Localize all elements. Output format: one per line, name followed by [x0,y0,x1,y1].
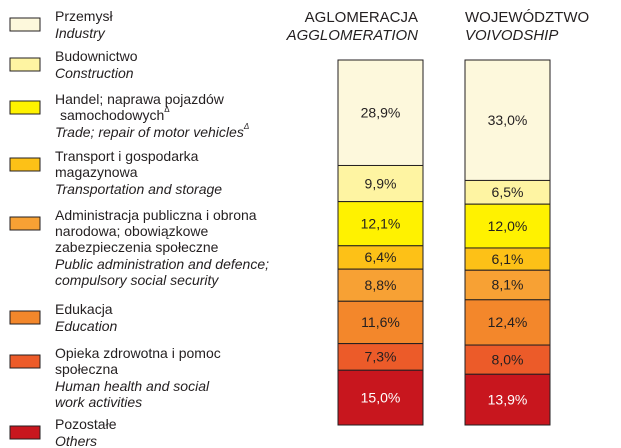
value-label: 9,9% [365,175,397,191]
value-label: 12,0% [488,218,528,234]
legend-label-en-text: Trade; repair of motor vehicles [55,124,244,140]
legend-label-en-text: Transportation and storage [55,181,222,197]
legend-label-en: Transportation and storage [55,181,222,197]
legend-label: Pozostałe [55,416,117,432]
legend-label-text: samochodowych [60,107,164,123]
value-label: 33,0% [488,112,528,128]
legend-label-text: Administracja publiczna i obrona [55,207,257,223]
legend-swatch [9,425,41,440]
legend-label-text: Opieka zdrowotna i pomoc [55,345,221,361]
legend-swatch [9,157,41,172]
column-header-en: AGGLOMERATION [286,27,419,44]
bar-segment [464,373,551,426]
legend-label: Transport i gospodarka [55,148,199,164]
legend-label-text: magazynowa [55,164,138,180]
legend-label-en: Public administration and defence; [55,256,269,272]
legend-note-mark: Δ [243,122,249,131]
legend-label: magazynowa [55,164,138,180]
legend-label-en-text: Public administration and defence; [55,256,269,272]
legend-swatch [9,17,41,32]
legend-swatch [9,216,41,231]
legend-label-en: compulsory social security [55,272,219,288]
value-label: 12,1% [361,215,401,231]
legend-label: społeczna [55,361,118,377]
bar-segment [337,59,424,166]
legend-label: Budownictwo [55,48,138,64]
value-label: 8,0% [492,351,524,367]
legend-label-en-text: compulsory social security [55,272,219,288]
legend-label-en: Others [55,433,97,448]
value-label: 8,1% [492,277,524,293]
value-label: 6,1% [492,251,524,267]
legend-label: Edukacja [55,301,113,317]
legend-label-en-text: Construction [55,65,134,81]
column-header: AGLOMERACJA [305,9,418,26]
legend-label-text: społeczna [55,361,118,377]
bar-segment [337,201,424,247]
value-label: 7,3% [365,349,397,365]
legend-label-en: Education [55,318,117,334]
legend-label-text: Edukacja [55,301,113,317]
legend-label-text: Handel; naprawa pojazdów [55,91,225,107]
bar-segment [337,164,424,203]
bar-segment [464,299,551,346]
bar-segment [464,59,551,181]
legend-label-text: Pozostałe [55,416,117,432]
value-label: 8,8% [365,277,397,293]
legend-swatch [9,310,41,325]
legend-label-en-text: Human health and social [55,378,210,394]
value-label: 11,6% [361,314,400,330]
legend-label-en: Industry [55,25,106,41]
legend-label: Opieka zdrowotna i pomoc [55,345,221,361]
legend-label-en: Human health and social [55,378,210,394]
legend-label-text: zabezpieczenia społeczne [55,239,219,255]
legend-label: Przemysł [55,8,113,24]
value-label: 6,4% [365,249,397,265]
legend-note-mark: Δ [164,105,170,114]
legend-label-en: Trade; repair of motor vehiclesΔ [55,122,249,140]
bar-segment [337,369,424,426]
value-label: 12,4% [488,314,528,330]
legend-label-en-text: work activities [55,394,142,410]
column-header: WOJEWÓDZTWO [465,9,589,26]
legend-label-text: Budownictwo [55,48,138,64]
legend-label: Handel; naprawa pojazdów [55,91,225,107]
value-label: 28,9% [361,104,401,120]
legend-swatch [9,57,41,72]
legend-swatch [9,354,41,369]
legend-label-en: work activities [55,394,142,410]
legend-label: samochodowychΔ [60,105,170,123]
value-label: 15,0% [361,389,401,405]
legend-label-en: Construction [55,65,134,81]
legend-label-en-text: Education [55,318,117,334]
legend-label-text: Przemysł [55,8,113,24]
legend-label-text: Transport i gospodarka [55,148,199,164]
legend-label-en-text: Others [55,433,97,448]
value-label: 13,9% [488,391,528,407]
legend-label-text: narodowa; obowiązkowe [55,223,209,239]
legend-label-en-text: Industry [55,25,106,41]
value-label: 6,5% [492,184,524,200]
legend-label: zabezpieczenia społeczne [55,239,219,255]
column-header-en: VOIVODSHIP [465,27,558,44]
legend-label: Administracja publiczna i obrona [55,207,257,223]
bar-segment [464,344,551,375]
legend-label: narodowa; obowiązkowe [55,223,209,239]
legend-swatch [9,100,41,115]
